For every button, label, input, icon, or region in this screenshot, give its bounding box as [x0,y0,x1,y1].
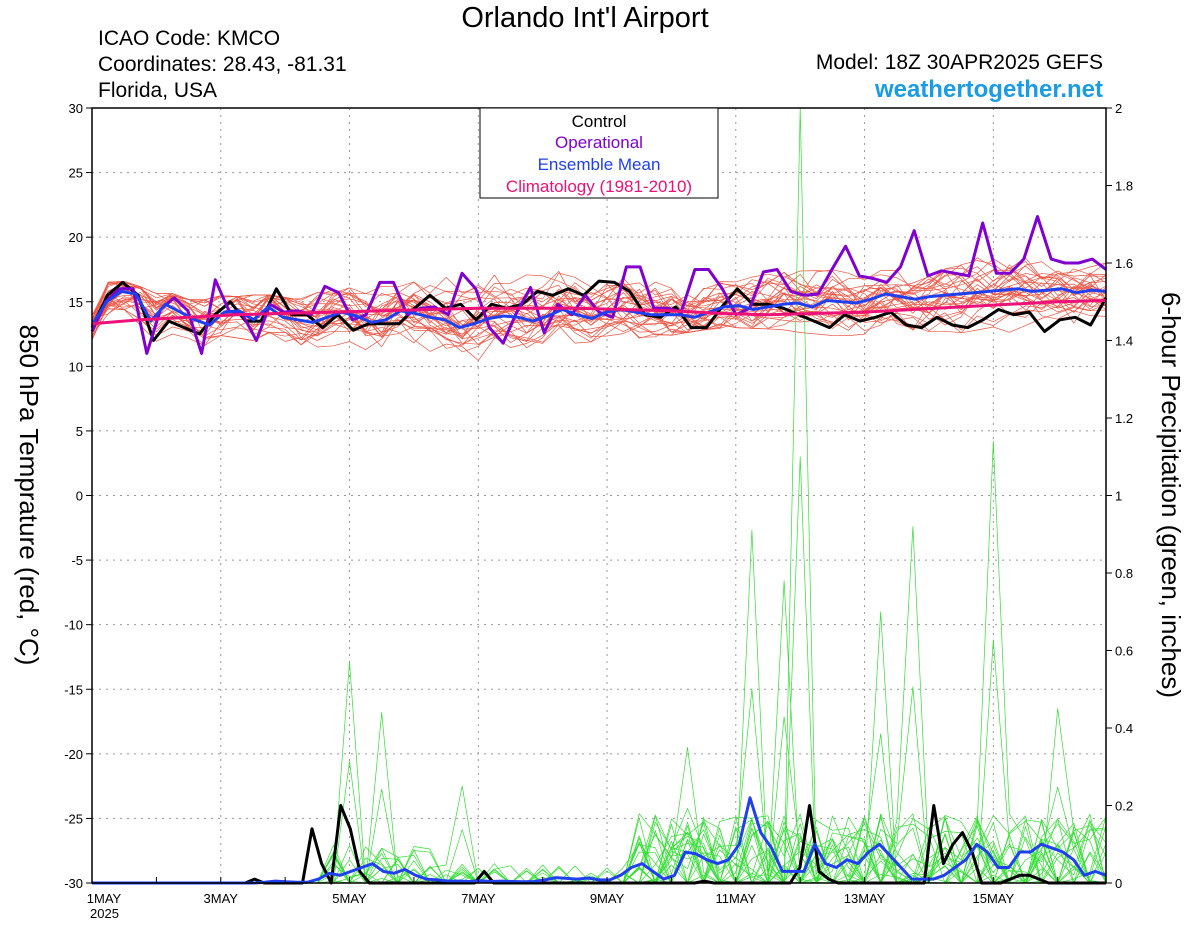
precip-member-line [92,440,1107,884]
y-right-tick-label: 1 [1115,489,1122,504]
precip-member-line [92,712,1107,884]
operational-temp-line [90,215,1107,355]
region: Florida, USA [98,79,218,102]
precip-member-line [92,816,1107,884]
temp-member-line [91,269,1107,335]
x-tick-label: 3MAY [204,891,239,906]
y-right-tick-label: 0.8 [1115,566,1133,581]
y-left-tick-label: 0 [76,489,83,504]
temp-member-line [91,282,1107,344]
y-right-tick-label: 1.6 [1115,256,1133,271]
legend-climatology: Climatology (1981-2010) [506,177,692,196]
legend-ensemble-mean: Ensemble Mean [538,155,661,174]
legend: Control Operational Ensemble Mean Climat… [479,107,719,199]
y-left-tick-label: 20 [69,230,83,245]
x-tick-label: 9MAY [590,891,625,906]
climatology-temp-line [91,299,1107,326]
legend-control: Control [572,112,627,131]
y-left-tick-label: -15 [64,682,83,697]
y-right-tick-label: 1.4 [1115,334,1133,349]
temp-member-line [91,275,1107,350]
y-left-tick-label: 15 [69,295,83,310]
legend-box [479,107,719,199]
y-left-tick-label: 25 [69,166,83,181]
site-label: weathertogether.net [874,76,1103,103]
precip-member-line [92,716,1107,884]
precip-member-line [92,819,1107,884]
precip-member-line [92,661,1107,884]
precip-member-line [92,808,1107,884]
precip-member-line [92,813,1107,884]
y-right-tick-label: 1.2 [1115,411,1133,426]
icao-code: ICAO Code: KMCO [98,27,281,50]
y-right-tick-label: 0.4 [1115,721,1133,736]
precip-member-line [92,526,1107,884]
x-tick-label: 11MAY [715,891,756,906]
x-year-label: 2025 [90,906,119,921]
chart-title: Orlando Int'l Airport [461,2,709,34]
control-temp-line [90,279,1108,342]
precip-member-line [92,530,1107,884]
x-tick-label: 13MAY [844,891,886,906]
y-left-tick-label: 5 [76,424,83,439]
precip-member-line [92,708,1107,884]
x-tick-label: 5MAY [332,891,367,906]
coordinates: Coordinates: 28.43, -81.31 [98,53,347,76]
y-right-tick-label: 0 [1115,876,1122,891]
y-right-tick-label: 0.2 [1115,799,1133,814]
y-right-tick-label: 1.8 [1115,179,1133,194]
y-left-tick-label: 30 [69,101,83,116]
y-left-tick-label: -20 [64,747,83,762]
y-left-tick-label: -10 [64,618,83,633]
model-label: Model: 18Z 30APR2025 GEFS [815,51,1103,74]
legend-operational: Operational [555,133,643,152]
x-tick-label: 7MAY [461,891,496,906]
y-right-tick-label: 2 [1115,101,1122,116]
y-left-tick-label: -5 [71,553,83,568]
main-lines [90,215,1108,885]
grid [92,108,1106,883]
x-tick-label: 15MAY [972,891,1014,906]
temp-member-line [91,287,1107,344]
y-right-label: 6-hour Precipitation (green, inches) [1156,292,1186,698]
axes: 302520151050-5-10-15-20-25-3021.81.61.41… [64,101,1133,921]
y-left-label: 850 hPa Temprature (red, °C) [14,325,44,666]
y-left-tick-label: -25 [64,811,83,826]
y-left-tick-label: -30 [64,876,83,891]
temp-member-line [91,260,1107,336]
x-tick-label: 1MAY [87,891,122,906]
precip-member-line [92,580,1106,884]
precip-member-line [92,639,1107,884]
y-left-tick-label: 10 [69,359,83,374]
y-right-tick-label: 0.6 [1115,644,1133,659]
